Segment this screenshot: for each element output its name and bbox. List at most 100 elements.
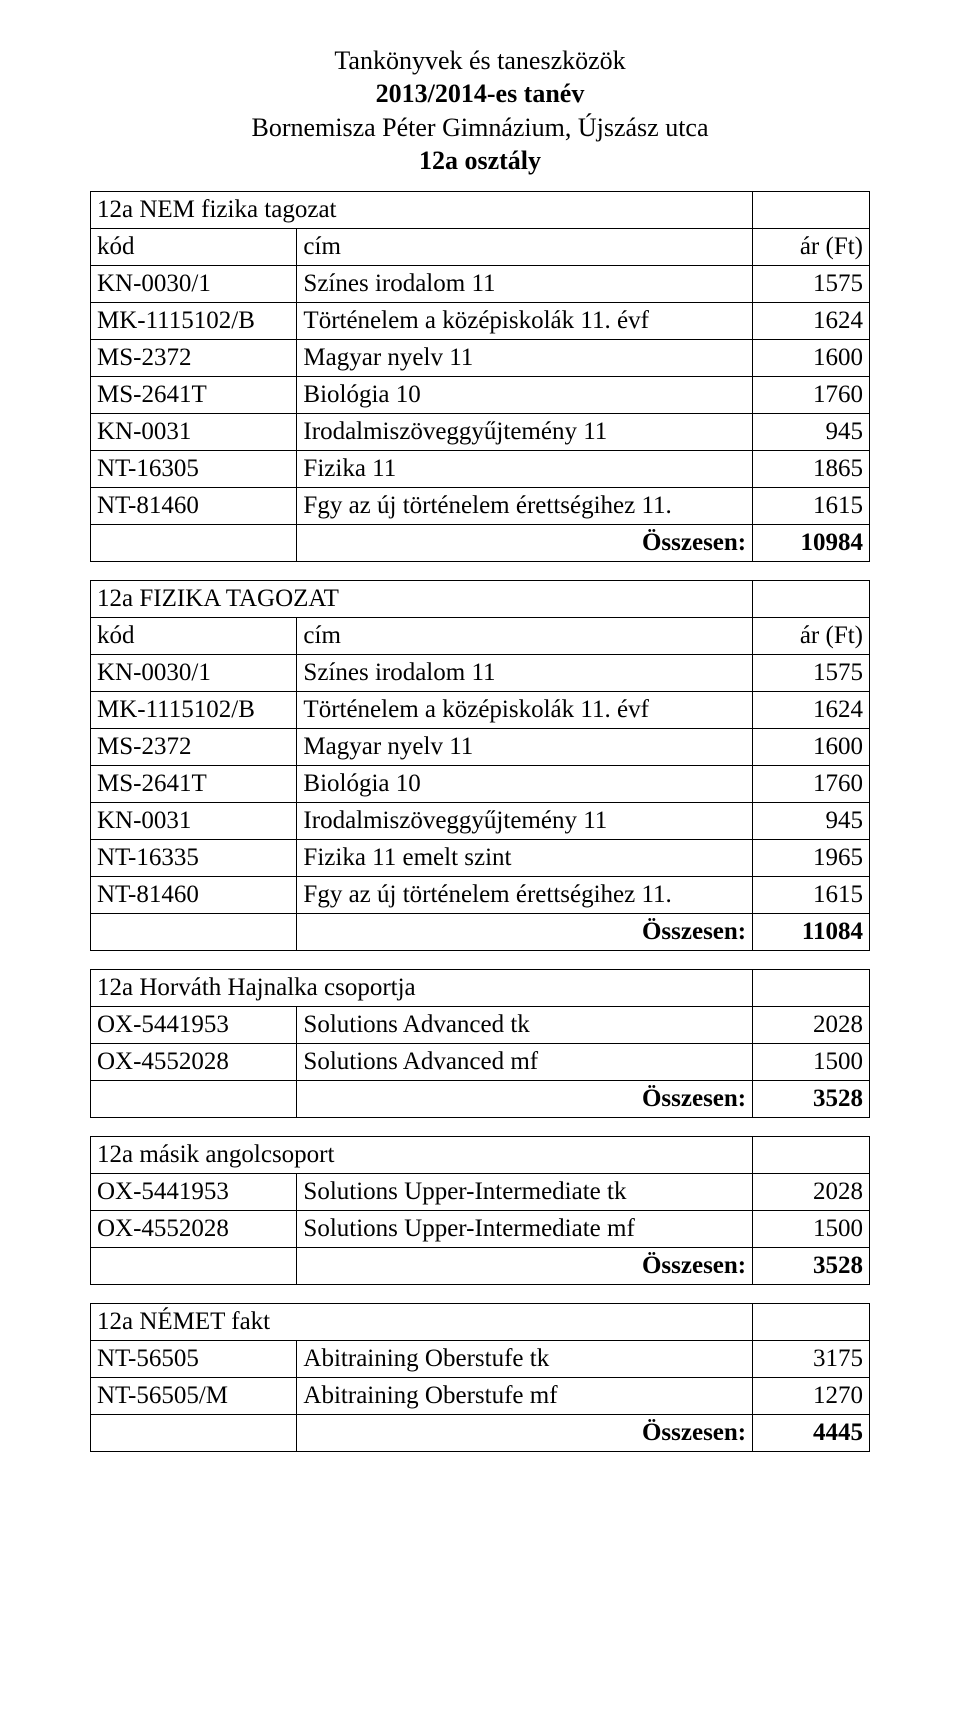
- total-label: Összesen:: [297, 1248, 753, 1285]
- table-row: MS-2641TBiológia 101760: [91, 377, 870, 414]
- section-title: 12a NEM fizika tagozat: [91, 192, 753, 229]
- cell-price: 945: [753, 803, 870, 840]
- cell-code: OX-4552028: [91, 1211, 297, 1248]
- section-title: 12a másik angolcsoport: [91, 1137, 753, 1174]
- cell-price: 1624: [753, 303, 870, 340]
- section-title-empty-price: [753, 581, 870, 618]
- section-title-empty-price: [753, 192, 870, 229]
- cell-price: 1600: [753, 729, 870, 766]
- table-row: KN-0030/1Színes irodalom 111575: [91, 655, 870, 692]
- cell-title: Magyar nyelv 11: [297, 729, 753, 766]
- cell-code: MS-2641T: [91, 766, 297, 803]
- cell-price: 1965: [753, 840, 870, 877]
- cell-title: Biológia 10: [297, 377, 753, 414]
- header-line-3: Bornemisza Péter Gimnázium, Újszász utca: [90, 111, 870, 144]
- total-value: 10984: [753, 525, 870, 562]
- cell-code: KN-0031: [91, 803, 297, 840]
- table-row: OX-4552028Solutions Upper-Intermediate m…: [91, 1211, 870, 1248]
- cell-price: 1615: [753, 488, 870, 525]
- cell-title: Irodalmiszöveggyűjtemény 11: [297, 803, 753, 840]
- cell-title: Fizika 11: [297, 451, 753, 488]
- total-label: Összesen:: [297, 914, 753, 951]
- section-title: 12a FIZIKA TAGOZAT: [91, 581, 753, 618]
- cell-price: 1760: [753, 377, 870, 414]
- table-row: OX-4552028Solutions Advanced mf1500: [91, 1044, 870, 1081]
- header-line-1: Tankönyvek és taneszközök: [90, 44, 870, 77]
- total-empty-cell: [91, 525, 297, 562]
- section-title-empty-price: [753, 1304, 870, 1341]
- cell-title: Színes irodalom 11: [297, 266, 753, 303]
- cell-title: Solutions Advanced mf: [297, 1044, 753, 1081]
- cell-price: 1575: [753, 655, 870, 692]
- cell-code: MS-2641T: [91, 377, 297, 414]
- cell-title: Történelem a középiskolák 11. évf: [297, 303, 753, 340]
- table-row: NT-81460Fgy az új történelem érettségihe…: [91, 877, 870, 914]
- cell-price: 945: [753, 414, 870, 451]
- cell-price: 1500: [753, 1211, 870, 1248]
- book-table: 12a NEM fizika tagozatkódcímár (Ft)KN-00…: [90, 191, 870, 562]
- total-value: 11084: [753, 914, 870, 951]
- book-table: 12a Horváth Hajnalka csoportjaOX-5441953…: [90, 969, 870, 1118]
- col-header-price: ár (Ft): [753, 229, 870, 266]
- total-value: 3528: [753, 1248, 870, 1285]
- table-row: MK-1115102/BTörténelem a középiskolák 11…: [91, 692, 870, 729]
- section-title-row: 12a másik angolcsoport: [91, 1137, 870, 1174]
- cell-code: OX-5441953: [91, 1007, 297, 1044]
- cell-title: Fizika 11 emelt szint: [297, 840, 753, 877]
- cell-title: Solutions Upper-Intermediate tk: [297, 1174, 753, 1211]
- total-label: Összesen:: [297, 1081, 753, 1118]
- table-row: MS-2372Magyar nyelv 111600: [91, 340, 870, 377]
- table-row: NT-16335Fizika 11 emelt szint1965: [91, 840, 870, 877]
- section-title-row: 12a FIZIKA TAGOZAT: [91, 581, 870, 618]
- section-title-row: 12a NEM fizika tagozat: [91, 192, 870, 229]
- cell-code: KN-0030/1: [91, 266, 297, 303]
- cell-title: Abitraining Oberstufe tk: [297, 1341, 753, 1378]
- section-title: 12a NÉMET fakt: [91, 1304, 753, 1341]
- total-row: Összesen:3528: [91, 1248, 870, 1285]
- table-header-row: kódcímár (Ft): [91, 618, 870, 655]
- cell-title: Magyar nyelv 11: [297, 340, 753, 377]
- cell-title: Solutions Upper-Intermediate mf: [297, 1211, 753, 1248]
- col-header-price: ár (Ft): [753, 618, 870, 655]
- table-row: NT-56505Abitraining Oberstufe tk3175: [91, 1341, 870, 1378]
- cell-code: OX-5441953: [91, 1174, 297, 1211]
- total-row: Összesen:3528: [91, 1081, 870, 1118]
- cell-code: NT-56505/M: [91, 1378, 297, 1415]
- cell-title: Irodalmiszöveggyűjtemény 11: [297, 414, 753, 451]
- cell-code: NT-56505: [91, 1341, 297, 1378]
- document-header: Tankönyvek és taneszközök 2013/2014-es t…: [90, 44, 870, 177]
- table-row: NT-56505/MAbitraining Oberstufe mf1270: [91, 1378, 870, 1415]
- col-header-code: kód: [91, 229, 297, 266]
- cell-title: Fgy az új történelem érettségihez 11.: [297, 488, 753, 525]
- table-row: NT-81460Fgy az új történelem érettségihe…: [91, 488, 870, 525]
- cell-price: 1624: [753, 692, 870, 729]
- cell-price: 1760: [753, 766, 870, 803]
- col-header-title: cím: [297, 618, 753, 655]
- table-row: KN-0031Irodalmiszöveggyűjtemény 11945: [91, 803, 870, 840]
- cell-price: 2028: [753, 1007, 870, 1044]
- cell-price: 1865: [753, 451, 870, 488]
- total-label: Összesen:: [297, 1415, 753, 1452]
- cell-price: 1600: [753, 340, 870, 377]
- tables-container: 12a NEM fizika tagozatkódcímár (Ft)KN-00…: [90, 191, 870, 1452]
- header-line-4: 12a osztály: [90, 144, 870, 177]
- book-table: 12a FIZIKA TAGOZATkódcímár (Ft)KN-0030/1…: [90, 580, 870, 951]
- total-empty-cell: [91, 914, 297, 951]
- table-row: KN-0031Irodalmiszöveggyűjtemény 11945: [91, 414, 870, 451]
- document-page: Tankönyvek és taneszközök 2013/2014-es t…: [0, 0, 960, 1530]
- col-header-code: kód: [91, 618, 297, 655]
- cell-code: NT-16305: [91, 451, 297, 488]
- section-title-row: 12a NÉMET fakt: [91, 1304, 870, 1341]
- cell-title: Színes irodalom 11: [297, 655, 753, 692]
- cell-price: 1615: [753, 877, 870, 914]
- section-title-empty-price: [753, 1137, 870, 1174]
- cell-code: KN-0031: [91, 414, 297, 451]
- cell-title: Történelem a középiskolák 11. évf: [297, 692, 753, 729]
- section-title-row: 12a Horváth Hajnalka csoportja: [91, 970, 870, 1007]
- total-empty-cell: [91, 1415, 297, 1452]
- cell-code: OX-4552028: [91, 1044, 297, 1081]
- table-row: OX-5441953Solutions Advanced tk2028: [91, 1007, 870, 1044]
- cell-price: 3175: [753, 1341, 870, 1378]
- total-value: 4445: [753, 1415, 870, 1452]
- cell-title: Biológia 10: [297, 766, 753, 803]
